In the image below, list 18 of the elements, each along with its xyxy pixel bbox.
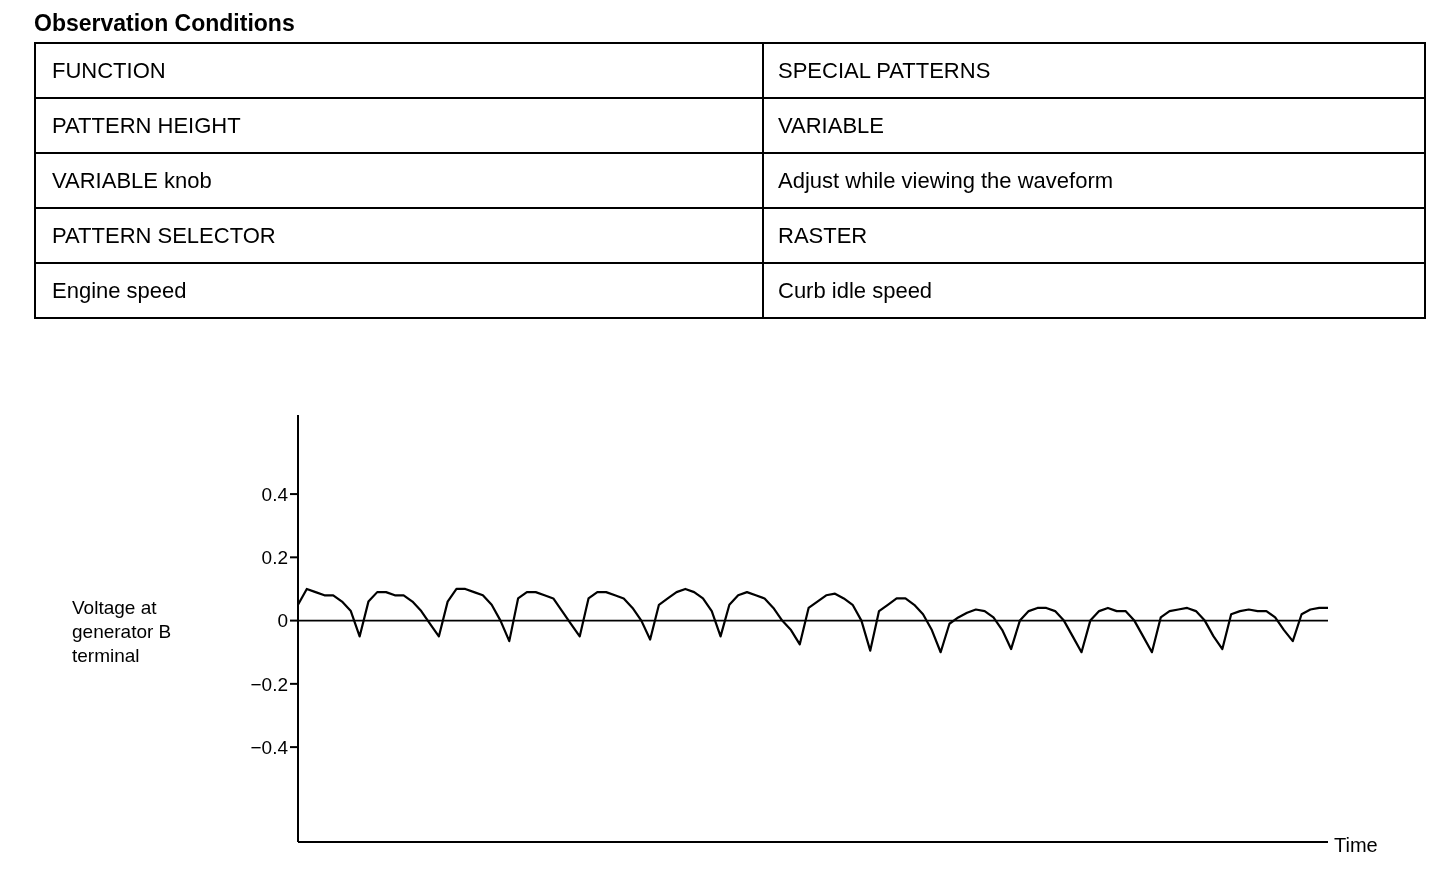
text: FUNCTION bbox=[35, 43, 763, 98]
text: VARIABLE bbox=[763, 98, 1425, 153]
y-tick-label: 0.2 bbox=[261, 547, 288, 569]
y-tick-label: −0.2 bbox=[250, 673, 288, 695]
chart-title: Observation Conditions bbox=[34, 10, 295, 37]
text: Adjust while viewing the waveform bbox=[763, 153, 1425, 208]
y-tick-label: 0 bbox=[277, 610, 288, 632]
text: RASTER bbox=[763, 208, 1425, 263]
y-tick-label: 0.4 bbox=[261, 483, 289, 505]
text: PATTERN HEIGHT bbox=[35, 98, 763, 153]
text: VARIABLE knob bbox=[35, 153, 763, 208]
text: SPECIAL PATTERNS bbox=[763, 43, 1425, 98]
text: PATTERN SELECTOR bbox=[35, 208, 763, 263]
x-axis-title: Time bbox=[1334, 834, 1378, 857]
y-axis-title: Voltage at generator B terminal bbox=[72, 596, 173, 668]
text: Curb idle speed bbox=[763, 263, 1425, 318]
text: Engine speed bbox=[35, 263, 763, 318]
y-tick-label: −0.4 bbox=[250, 736, 289, 758]
